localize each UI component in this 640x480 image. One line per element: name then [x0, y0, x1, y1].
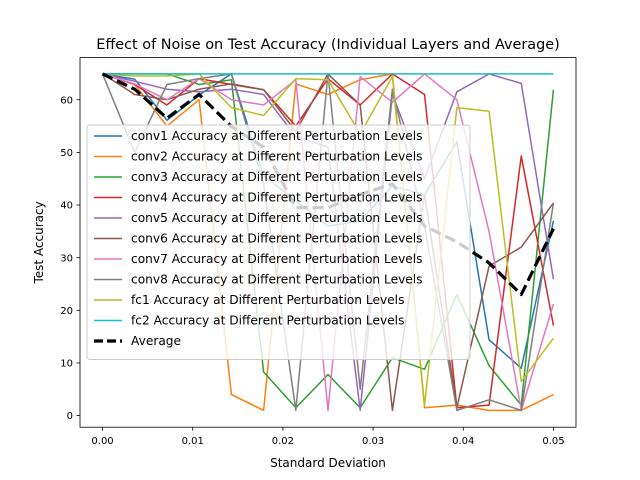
chart-title: Effect of Noise on Test Accuracy (Indivi… — [96, 37, 559, 53]
y-tick-label: 0 — [67, 411, 73, 422]
y-axis-label: Test Accuracy — [32, 201, 46, 284]
x-axis-ticks: 0.00 0.01 0.02 0.03 0.04 0.05 — [91, 427, 565, 447]
legend-box — [86, 124, 471, 360]
legend: conv1 Accuracy at Different Perturbation… — [86, 124, 471, 360]
legend-label: Average — [131, 334, 181, 348]
legend-label: conv1 Accuracy at Different Perturbation… — [131, 129, 423, 143]
series-line-10 — [101, 72, 555, 297]
legend-label: conv3 Accuracy at Different Perturbation… — [131, 170, 423, 184]
legend-label: conv8 Accuracy at Different Perturbation… — [131, 273, 423, 287]
legend-label: conv2 Accuracy at Different Perturbation… — [131, 150, 423, 164]
x-tick-label: 0.05 — [542, 436, 564, 447]
legend-label: conv5 Accuracy at Different Perturbation… — [131, 211, 423, 225]
series-layer — [101, 72, 555, 412]
x-tick-label: 0.00 — [91, 436, 113, 447]
legend-label: conv4 Accuracy at Different Perturbation… — [131, 191, 423, 205]
y-tick-label: 20 — [60, 306, 73, 317]
series-line-1 — [102, 73, 554, 412]
y-tick-label: 50 — [60, 148, 73, 159]
legend-label: conv7 Accuracy at Different Perturbation… — [131, 252, 423, 266]
y-tick-label: 40 — [60, 201, 73, 212]
x-tick-label: 0.01 — [182, 436, 204, 447]
legend-label: fc2 Accuracy at Different Perturbation L… — [131, 314, 404, 328]
series-line-8 — [102, 73, 555, 406]
y-tick-label: 10 — [60, 359, 73, 370]
y-tick-label: 60 — [60, 95, 73, 106]
y-tick-label: 30 — [60, 253, 73, 264]
x-axis-label: Standard Deviation — [270, 456, 386, 470]
x-tick-label: 0.04 — [452, 436, 474, 447]
x-tick-label: 0.03 — [362, 436, 384, 447]
plot-frame — [79, 57, 577, 428]
series-line-6 — [102, 73, 555, 412]
series-line-2 — [102, 73, 555, 409]
legend-label: fc1 Accuracy at Different Perturbation L… — [131, 293, 404, 307]
x-tick-label: 0.02 — [272, 436, 294, 447]
y-axis-ticks: 0 10 20 30 40 50 60 — [60, 95, 80, 422]
legend-label: conv6 Accuracy at Different Perturbation… — [131, 232, 423, 246]
